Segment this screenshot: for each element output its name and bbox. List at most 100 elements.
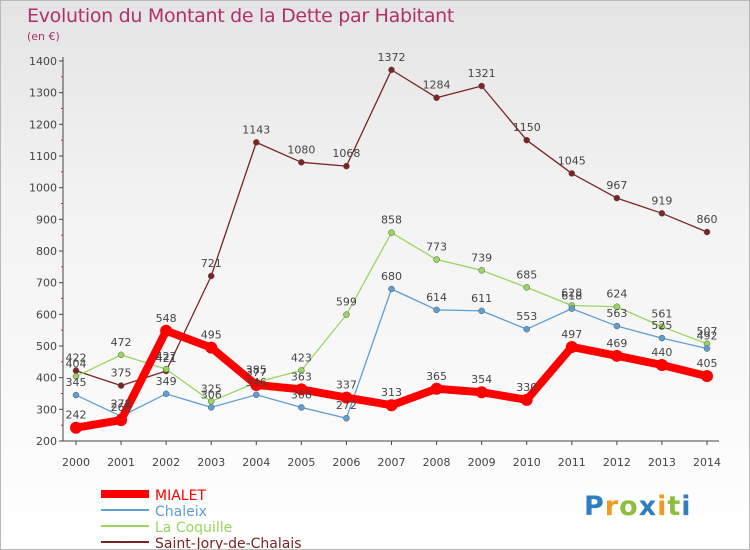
data-point — [701, 370, 713, 383]
data-point — [162, 390, 170, 398]
legend-label: Saint-Jory-de-Chalais — [155, 536, 302, 550]
data-label: 337 — [336, 379, 357, 392]
data-point — [433, 94, 440, 101]
y-tick-label: 1000 — [29, 182, 57, 195]
data-point — [388, 229, 395, 236]
data-point — [613, 303, 621, 310]
data-point — [610, 349, 623, 362]
data-point — [298, 367, 305, 374]
y-tick-label: 600 — [36, 308, 57, 321]
y-tick-label: 1100 — [29, 150, 57, 163]
y-tick-label: 1200 — [29, 118, 57, 131]
data-label: 349 — [156, 375, 177, 388]
data-label: 365 — [426, 370, 447, 383]
data-point — [388, 66, 395, 74]
data-point — [117, 351, 125, 359]
data-label: 1080 — [287, 143, 315, 156]
y-tick-label: 200 — [36, 435, 57, 448]
data-point — [115, 414, 128, 427]
legend-label: La Coquille — [155, 520, 232, 536]
data-point — [343, 162, 350, 170]
logo-letter: P — [584, 491, 605, 522]
data-point — [613, 322, 621, 330]
data-point — [385, 399, 398, 412]
data-label: 561 — [651, 308, 672, 321]
data-label: 306 — [201, 388, 222, 401]
x-tick-label: 2002 — [152, 456, 180, 469]
data-label: 721 — [201, 257, 222, 270]
data-label: 1143 — [242, 123, 270, 136]
x-tick-label: 2011 — [558, 456, 586, 469]
y-tick-label: 400 — [36, 372, 57, 385]
data-label: 469 — [606, 337, 627, 350]
data-point — [295, 383, 308, 396]
data-label: 1150 — [513, 121, 541, 134]
logo-letter: i — [681, 491, 692, 522]
x-tick-label: 2010 — [513, 456, 541, 469]
data-point — [658, 334, 666, 342]
x-tick-label: 2009 — [468, 456, 496, 469]
data-label: 325 — [201, 382, 222, 395]
x-tick-label: 2007 — [378, 456, 406, 469]
data-label: 860 — [697, 213, 718, 226]
data-point — [478, 267, 485, 274]
data-point — [568, 305, 576, 312]
logo-letter: o — [619, 491, 639, 522]
data-label: 773 — [426, 241, 447, 254]
data-label: 553 — [516, 310, 537, 323]
data-point — [207, 404, 215, 411]
data-point — [162, 365, 170, 373]
data-point — [565, 340, 578, 353]
data-label: 1321 — [468, 67, 496, 80]
logo-letter: i — [657, 491, 668, 522]
chart-title: Evolution du Montant de la Dette par Hab… — [27, 5, 455, 27]
data-label: 266 — [111, 401, 132, 414]
data-point — [430, 382, 443, 395]
data-label: 967 — [606, 179, 627, 192]
data-point — [72, 373, 80, 380]
y-tick-label: 800 — [36, 245, 57, 258]
data-label: 1372 — [378, 51, 406, 64]
data-label: 858 — [381, 214, 402, 227]
x-tick-label: 2013 — [648, 456, 676, 469]
data-point — [523, 325, 530, 333]
data-point — [205, 341, 218, 354]
data-point — [343, 311, 350, 318]
y-tick-label: 700 — [36, 277, 57, 290]
data-point — [70, 421, 82, 434]
data-label: 611 — [471, 292, 492, 305]
data-point — [475, 386, 488, 399]
data-label: 495 — [201, 329, 222, 342]
data-point — [388, 285, 395, 293]
x-tick-label: 2001 — [107, 456, 135, 469]
data-label: 385 — [246, 363, 267, 376]
data-point — [703, 345, 711, 352]
data-point — [250, 378, 263, 391]
x-tick-label: 2000 — [62, 456, 90, 469]
data-label: 427 — [156, 350, 177, 363]
data-point — [478, 82, 485, 90]
data-label: 422 — [66, 352, 87, 365]
y-tick-label: 900 — [36, 213, 57, 226]
data-label: 377 — [246, 366, 267, 379]
data-label: 363 — [291, 370, 312, 383]
legend-label: Chaleix — [155, 504, 207, 520]
data-label: 628 — [561, 286, 582, 299]
data-point — [340, 391, 353, 404]
x-tick-label: 2008 — [423, 456, 451, 469]
data-label: 472 — [111, 336, 132, 349]
data-label: 404 — [66, 357, 87, 370]
data-label: 492 — [697, 330, 718, 343]
data-point — [433, 256, 440, 263]
data-point — [253, 139, 260, 146]
data-point — [658, 210, 666, 217]
data-label: 624 — [606, 288, 627, 301]
y-tick-label: 1400 — [29, 55, 57, 68]
data-label: 1068 — [332, 147, 360, 160]
data-point — [72, 391, 80, 399]
data-label: 525 — [651, 319, 672, 332]
data-label: 685 — [516, 268, 537, 281]
data-point — [523, 136, 530, 144]
